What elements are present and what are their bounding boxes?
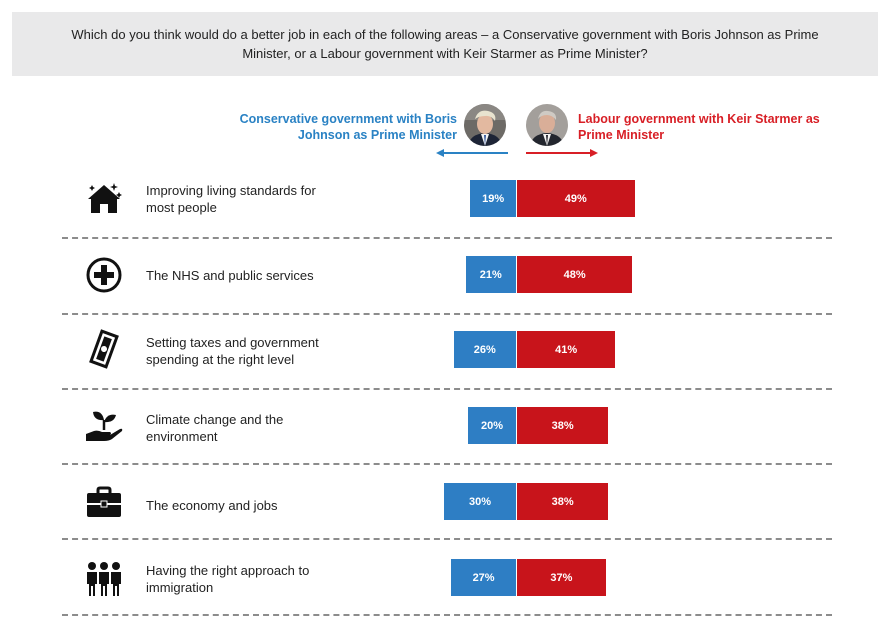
left-arrow-icon: [436, 149, 508, 157]
bar-value-label: 21%: [479, 268, 502, 281]
bar-value-label: 26%: [473, 343, 496, 356]
house-icon: [88, 183, 122, 213]
bar-value-label: 19%: [482, 192, 505, 205]
bar-conservative: 26%: [453, 331, 516, 368]
bar-labour: 38%: [517, 407, 609, 444]
row-divider: [62, 313, 832, 315]
briefcase-icon: [87, 486, 121, 517]
bar-conservative: 27%: [451, 559, 516, 596]
category-label: Having the right approach to immigration: [146, 563, 310, 595]
bar-labour: 38%: [517, 483, 609, 520]
bar-labour: 41%: [517, 331, 616, 368]
question-text: Which do you think would do a better job…: [12, 12, 878, 76]
bar-value-label: 41%: [555, 343, 578, 356]
bar-labour: 37%: [517, 559, 606, 596]
category-label: The economy and jobs: [146, 498, 278, 513]
row-divider: [62, 463, 832, 465]
bar-value-label: 37%: [550, 571, 573, 584]
bar-labour: 49%: [517, 180, 635, 217]
plant-in-hand-icon: [86, 411, 123, 441]
bar-conservative: 19%: [470, 180, 516, 217]
legend-labour: Labour government with Keir Starmer as P…: [578, 112, 820, 142]
category-label: Setting taxes and government spending at…: [146, 335, 319, 367]
bar-value-label: 38%: [551, 419, 574, 432]
row-divider: [62, 237, 832, 239]
bar-conservative: 21%: [465, 256, 516, 293]
money-icon: [89, 329, 119, 369]
bar-conservative: 30%: [444, 483, 516, 520]
bar-conservative: 20%: [468, 407, 516, 444]
category-label: The NHS and public services: [146, 268, 314, 283]
labour-leader-photo: [526, 104, 568, 146]
row-divider: [62, 388, 832, 390]
legend-conservative: Conservative government with Boris Johns…: [239, 112, 457, 142]
bar-value-label: 20%: [480, 419, 504, 432]
bar-value-label: 30%: [468, 495, 492, 508]
bar-labour: 48%: [517, 256, 633, 293]
category-label: Climate change and the environment: [146, 412, 284, 444]
conservative-leader-photo: [464, 104, 506, 146]
right-arrow-icon: [526, 149, 598, 157]
row-divider: [62, 538, 832, 540]
medical-cross-icon: [86, 257, 122, 293]
bar-value-label: 49%: [564, 192, 587, 205]
bar-value-label: 38%: [551, 495, 574, 508]
bar-value-label: 27%: [472, 571, 495, 584]
category-label: Improving living standards for most peop…: [146, 183, 316, 215]
bar-value-label: 48%: [563, 268, 586, 281]
people-group-icon: [87, 562, 121, 596]
row-divider: [62, 614, 832, 616]
